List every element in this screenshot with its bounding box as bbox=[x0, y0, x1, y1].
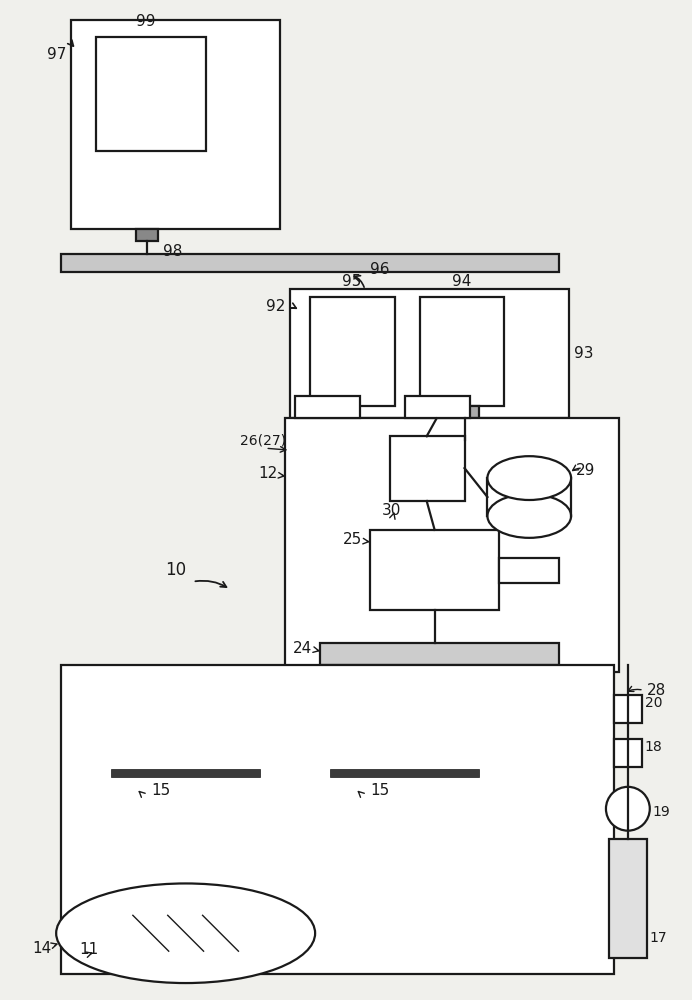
Bar bbox=[310, 297, 395, 406]
Text: 18: 18 bbox=[645, 740, 662, 754]
Text: 10: 10 bbox=[165, 561, 186, 579]
Text: 95: 95 bbox=[343, 274, 362, 289]
Text: 15: 15 bbox=[151, 783, 170, 798]
Text: 12: 12 bbox=[258, 466, 277, 481]
Bar bbox=[61, 665, 614, 974]
Bar bbox=[614, 739, 641, 767]
Ellipse shape bbox=[487, 494, 571, 538]
Bar bbox=[136, 229, 158, 241]
Bar bbox=[320, 643, 559, 665]
Bar bbox=[71, 20, 280, 229]
Text: 26(27): 26(27) bbox=[240, 433, 286, 447]
Bar bbox=[390, 436, 464, 501]
Text: 98: 98 bbox=[163, 244, 182, 259]
Text: 20: 20 bbox=[645, 696, 662, 710]
Bar bbox=[370, 530, 500, 610]
Text: 15: 15 bbox=[370, 783, 390, 798]
Ellipse shape bbox=[56, 883, 315, 983]
Text: 29: 29 bbox=[576, 463, 595, 478]
Bar bbox=[285, 418, 619, 672]
Bar bbox=[330, 769, 480, 777]
Bar bbox=[96, 37, 206, 151]
Bar bbox=[609, 839, 647, 958]
Bar bbox=[420, 297, 504, 406]
Circle shape bbox=[606, 787, 650, 831]
Text: 14: 14 bbox=[32, 941, 51, 956]
Bar bbox=[295, 396, 360, 418]
Text: 99: 99 bbox=[136, 14, 156, 29]
Bar bbox=[405, 396, 469, 418]
Text: 28: 28 bbox=[647, 683, 666, 698]
Text: 11: 11 bbox=[79, 942, 98, 957]
Bar bbox=[61, 254, 559, 272]
Text: 96: 96 bbox=[370, 262, 390, 277]
Bar bbox=[614, 695, 641, 723]
Bar bbox=[450, 406, 480, 418]
Bar bbox=[111, 769, 260, 777]
Text: 30: 30 bbox=[382, 503, 401, 518]
Text: 92: 92 bbox=[266, 299, 285, 314]
Text: 94: 94 bbox=[452, 274, 471, 289]
Text: 93: 93 bbox=[574, 346, 594, 361]
Bar bbox=[500, 558, 559, 583]
Bar bbox=[290, 289, 569, 418]
Text: 17: 17 bbox=[650, 931, 667, 945]
Text: 19: 19 bbox=[653, 805, 671, 819]
Text: 97: 97 bbox=[47, 47, 66, 62]
Text: 25: 25 bbox=[343, 532, 362, 547]
Ellipse shape bbox=[487, 456, 571, 500]
Text: 24: 24 bbox=[293, 641, 312, 656]
